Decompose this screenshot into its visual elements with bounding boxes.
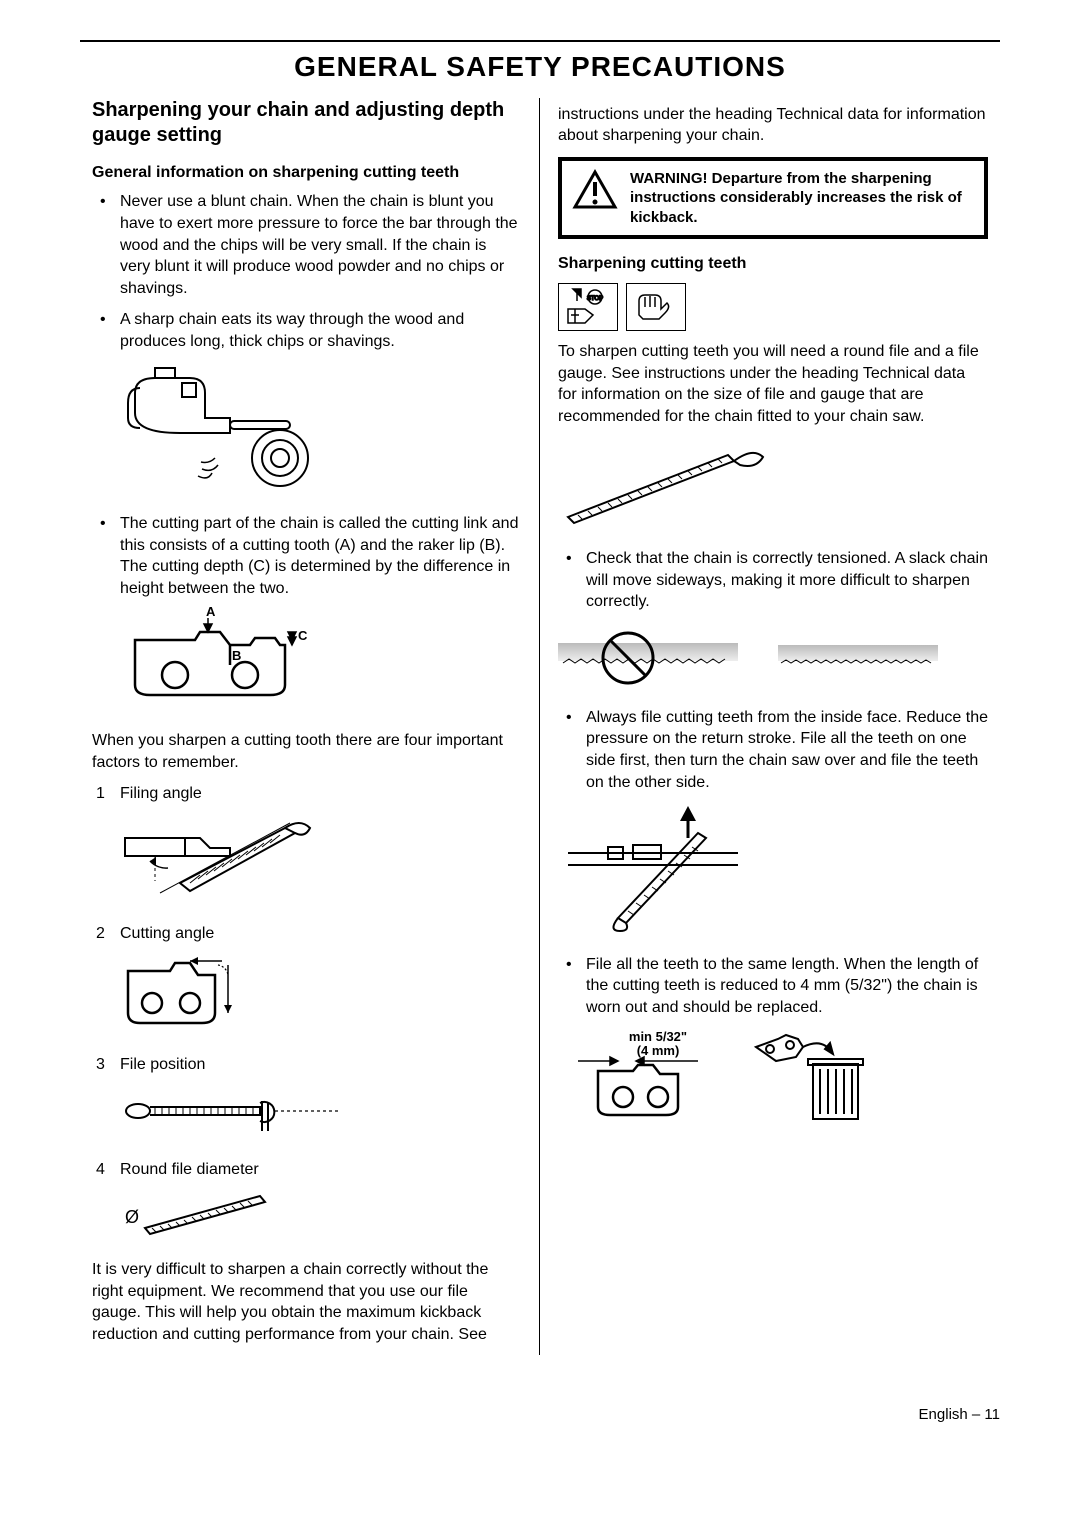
bullet-file-inside: Always file cutting teeth from the insid… <box>558 707 988 793</box>
bullet-sharp-chain: A sharp chain eats its way through the w… <box>92 309 521 352</box>
diameter-symbol: Ø <box>125 1207 139 1227</box>
page-footer: English – 11 <box>80 1405 1000 1425</box>
diagram-cutting-angle <box>120 953 521 1040</box>
diagram-cutting-link-abc: A B C <box>120 610 521 717</box>
factor-3-label: File position <box>120 1056 205 1073</box>
p-continued: instructions under the heading Technical… <box>558 104 988 147</box>
diagram-filing-angle <box>120 813 521 910</box>
diagram-chain-tension <box>558 623 988 693</box>
bullet-list-right-3: File all the teeth to the same length. W… <box>558 954 988 1019</box>
diagram-round-file <box>558 437 988 534</box>
diagram-min-length: min 5/32" (4 mm) <box>558 1029 988 1129</box>
diagram-file-position <box>120 1083 521 1145</box>
diagram-file-diameter: Ø <box>120 1188 521 1245</box>
top-rule <box>80 40 1000 42</box>
bullet-blunt-chain: Never use a blunt chain. When the chain … <box>92 191 521 299</box>
two-column-layout: Sharpening your chain and adjusting dept… <box>80 98 1000 1356</box>
icon-row-tools: STOP <box>558 283 988 331</box>
svg-text:STOP: STOP <box>587 296 603 302</box>
diagram-filing-direction <box>558 803 988 940</box>
trash-icon <box>748 1029 868 1129</box>
factor-file-position: File position <box>92 1054 521 1145</box>
label-c: C <box>298 628 308 643</box>
factor-filing-angle: Filing angle <box>92 783 521 909</box>
gloves-icon <box>626 283 686 331</box>
bullet-list-right: Check that the chain is correctly tensio… <box>558 548 988 613</box>
bullet-list-2: The cutting part of the chain is called … <box>92 513 521 599</box>
warning-box: WARNING! Departure from the sharpening i… <box>558 157 988 240</box>
bullet-cutting-link: The cutting part of the chain is called … <box>92 513 521 599</box>
numbered-factors: Filing angle <box>92 783 521 1245</box>
p-four-factors: When you sharpen a cutting tooth there a… <box>92 730 521 773</box>
svg-text:min 5/32": min 5/32" <box>629 1029 687 1044</box>
stop-engine-icon: STOP <box>558 283 618 331</box>
factor-2-label: Cutting angle <box>120 925 214 942</box>
bullet-tension: Check that the chain is correctly tensio… <box>558 548 988 613</box>
bullet-same-length: File all the teeth to the same length. W… <box>558 954 988 1019</box>
subheading-sharpening-teeth: Sharpening cutting teeth <box>558 253 988 275</box>
svg-text:(4 mm): (4 mm) <box>637 1043 680 1058</box>
bullet-list-right-2: Always file cutting teeth from the insid… <box>558 707 988 793</box>
factor-1-label: Filing angle <box>120 785 202 802</box>
left-column: Sharpening your chain and adjusting dept… <box>80 98 540 1356</box>
factor-cutting-angle: Cutting angle <box>92 923 521 1039</box>
warning-triangle-icon <box>572 169 618 211</box>
label-b: B <box>232 648 241 663</box>
bullet-list-1: Never use a blunt chain. When the chain … <box>92 191 521 352</box>
p-equipment-rec: It is very difficult to sharpen a chain … <box>92 1259 521 1345</box>
label-a: A <box>206 604 216 619</box>
section-heading: Sharpening your chain and adjusting dept… <box>92 98 521 148</box>
page-title: GENERAL SAFETY PRECAUTIONS <box>80 48 1000 86</box>
subheading-general-info: General information on sharpening cuttin… <box>92 162 521 184</box>
factor-4-label: Round file diameter <box>120 1161 259 1178</box>
factor-file-diameter: Round file diameter Ø <box>92 1159 521 1245</box>
right-column: instructions under the heading Technical… <box>540 98 1000 1356</box>
p-tools-needed: To sharpen cutting teeth you will need a… <box>558 341 988 427</box>
diagram-chainsaw-log <box>120 363 521 500</box>
warning-text: WARNING! Departure from the sharpening i… <box>630 169 974 228</box>
